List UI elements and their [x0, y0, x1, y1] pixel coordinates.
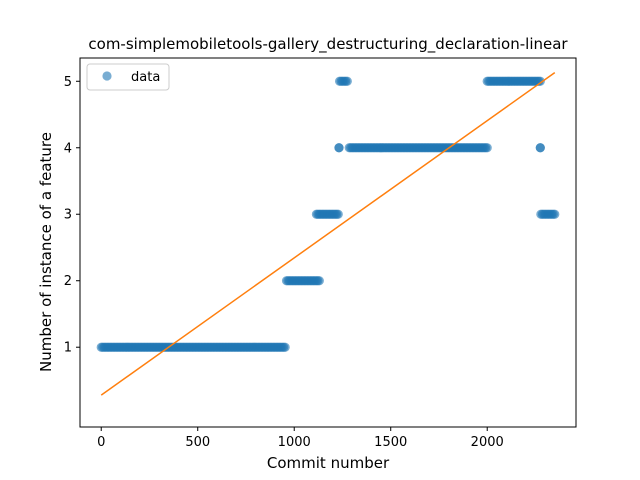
data-point — [535, 76, 545, 86]
legend-frame — [86, 63, 170, 91]
data-point — [342, 76, 352, 86]
data-point — [550, 209, 560, 219]
data-segment-y2 — [281, 276, 324, 286]
data-point — [280, 342, 290, 352]
data-point — [333, 209, 343, 219]
y-tick-label: 1 — [64, 341, 72, 356]
data-point — [314, 276, 324, 286]
legend: data — [86, 63, 170, 91]
x-tick-label: 0 — [97, 435, 105, 450]
axes-frame — [79, 57, 577, 428]
data-segment-y4 — [344, 143, 492, 153]
data-segment-y4 — [535, 143, 545, 153]
data-segment-y5 — [334, 76, 352, 86]
legend-marker-data — [102, 71, 112, 81]
y-tick-label: 5 — [64, 75, 72, 90]
y-tick-label: 4 — [64, 141, 72, 156]
legend-label-data: data — [131, 70, 160, 85]
data-segment-y3 — [536, 209, 560, 219]
x-tick-label: 500 — [185, 435, 210, 450]
x-tick-label: 2000 — [471, 435, 504, 450]
x-tick-label: 1500 — [374, 435, 407, 450]
y-tick-label: 3 — [64, 208, 72, 223]
x-tick-label: 1000 — [278, 435, 311, 450]
y-tick-label: 2 — [64, 274, 72, 289]
data-segment-y3 — [311, 209, 343, 219]
data-point — [334, 143, 344, 153]
plot-area — [96, 72, 560, 396]
data-point — [482, 143, 492, 153]
fit-line — [100, 72, 556, 396]
data-segment-y4 — [334, 143, 344, 153]
data-segment-y5 — [482, 76, 545, 86]
data-segment-y1 — [96, 342, 290, 352]
axes: 0 500 1000 1500 2000 1 2 3 4 5 — [64, 57, 577, 450]
chart-title: com-simplemobiletools-gallery_destructur… — [88, 35, 568, 54]
data-point — [535, 143, 545, 153]
x-axis-label: Commit number — [267, 454, 390, 472]
y-axis-label: Number of instance of a feature — [37, 132, 55, 372]
